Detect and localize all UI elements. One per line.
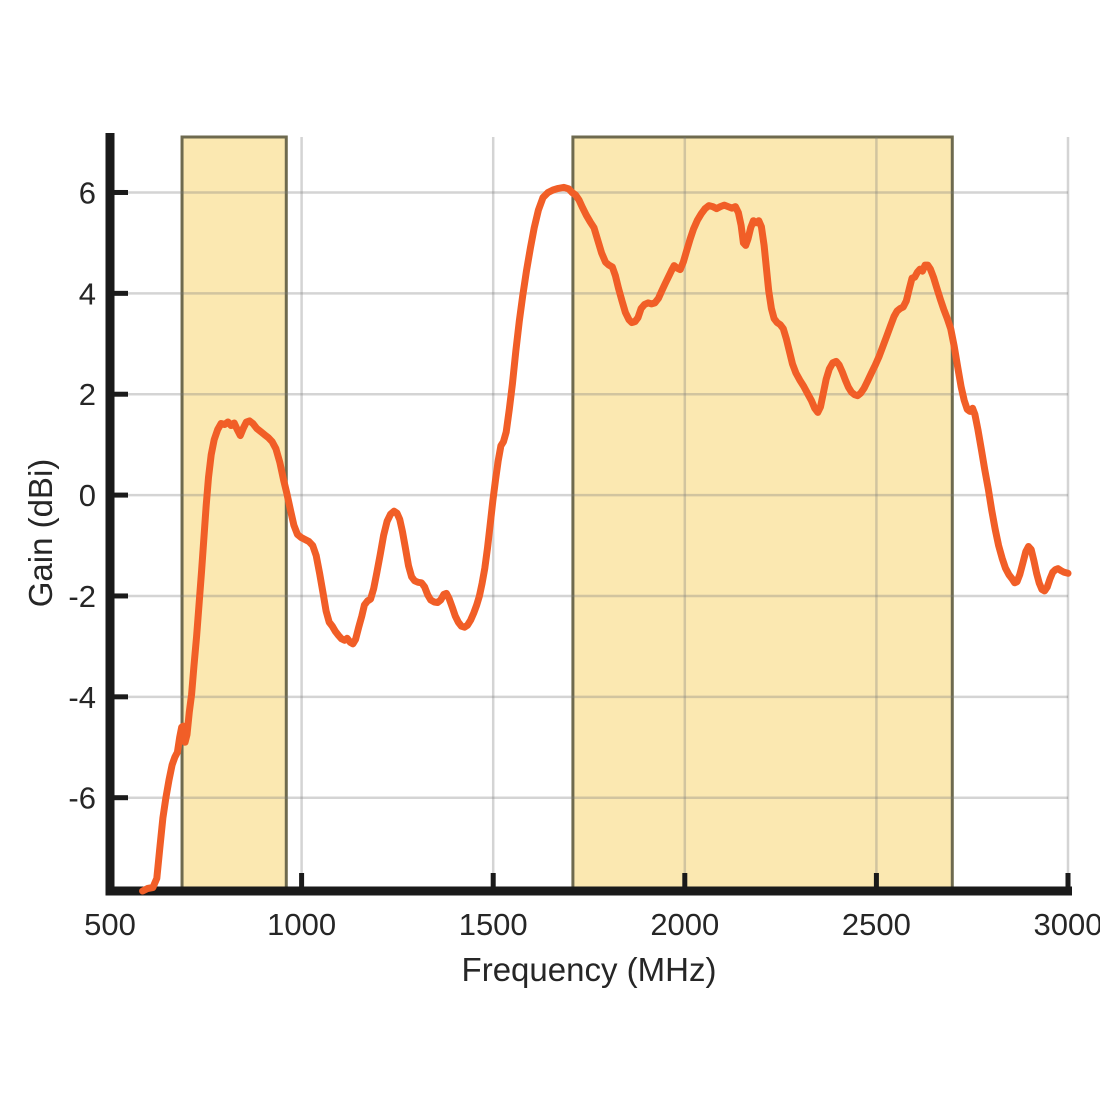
x-tick-label: 1000 bbox=[267, 907, 336, 942]
x-tick-label: 500 bbox=[84, 907, 136, 942]
axes-layer bbox=[105, 133, 1072, 896]
x-axis-title: Frequency (MHz) bbox=[462, 951, 717, 988]
gain-curve bbox=[139, 183, 1072, 895]
highlight-bands-layer bbox=[180, 135, 954, 893]
x-tick-label: 1500 bbox=[459, 907, 528, 942]
highlight-band-low-band bbox=[180, 135, 288, 893]
ticks-layer bbox=[107, 189, 1071, 887]
y-tick-label: -4 bbox=[68, 680, 96, 715]
y-tick-label: 2 bbox=[79, 377, 96, 412]
tick-labels-layer: 500 1000 1500 2000 2500 3000 -6 -4 -2 0 2 4 6 bbox=[68, 175, 1100, 942]
x-tick-label: 2000 bbox=[650, 907, 719, 942]
x-tick-label: 2500 bbox=[842, 907, 911, 942]
y-tick-label: 4 bbox=[79, 276, 96, 311]
x-tick-label: 3000 bbox=[1034, 907, 1100, 942]
series-layer bbox=[139, 183, 1072, 895]
y-tick-label: 0 bbox=[79, 478, 96, 513]
y-tick-label: -6 bbox=[68, 781, 96, 816]
y-tick-label: 6 bbox=[79, 175, 96, 210]
y-tick-label: -2 bbox=[68, 579, 96, 614]
y-axis-title: Gain (dBi) bbox=[22, 459, 59, 608]
